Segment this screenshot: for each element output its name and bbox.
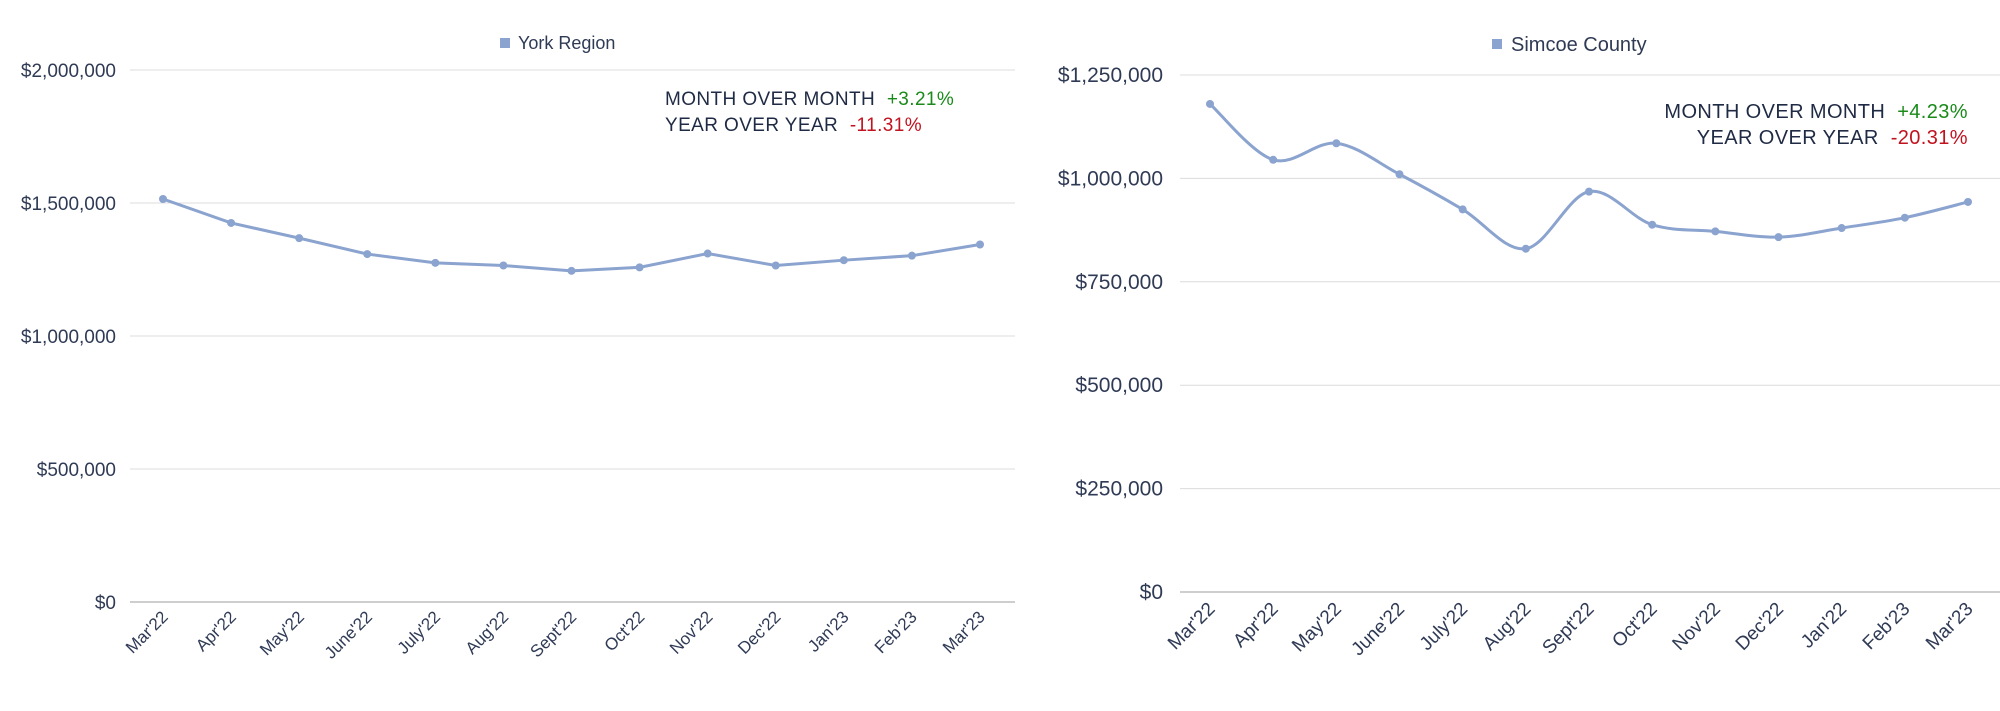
y-axis-tick-labels: $0 $500,000 $1,000,000 $1,500,000 $2,000,000 [21,61,116,614]
x-tick-label: Dec'22 [1732,599,1788,655]
series-simcoe-county [1206,99,1972,253]
year-over-year-annotation: YEAR OVER YEAR -11.31% [665,115,922,136]
mom-label: MONTH OVER MONTH [665,89,875,110]
data-point [499,261,508,270]
x-tick-label: May'22 [256,607,308,659]
data-point [1269,155,1278,164]
x-tick-label: Aug'22 [1479,599,1535,655]
series-line [1208,102,1969,251]
y-tick-label: $1,500,000 [21,194,116,215]
simcoe-county-chart-panel: Simcoe County $0 $250,000 $500,000 $750,000… [1030,0,2000,706]
y-tick-label: $0 [1140,581,1163,604]
y-tick-label: $1,250,000 [1058,64,1163,87]
legend-label: Simcoe County [1511,34,1647,56]
y-tick-label: $500,000 [1075,374,1163,397]
data-point [976,240,984,249]
x-tick-label: Sept'22 [1539,599,1599,659]
mom-value: +4.23% [1897,101,1968,123]
y-tick-label: $1,000,000 [1058,167,1163,190]
mom-value: +3.21% [887,89,954,110]
data-point [1837,224,1846,233]
x-tick-label: Apr'22 [1229,599,1282,652]
data-point [1711,227,1720,236]
data-point [839,256,848,265]
x-tick-label: Oct'22 [1608,599,1661,652]
yoy-label: YEAR OVER YEAR [665,115,838,136]
data-point [635,263,644,272]
x-tick-label: June'22 [1348,599,1409,660]
x-tick-label: Sept'22 [526,607,580,661]
series-line [162,197,981,273]
legend-swatch [1492,39,1502,49]
data-point [1648,220,1657,229]
y-tick-label: $1,000,000 [21,327,116,348]
data-point [1521,244,1530,253]
simcoe-county-chart: Simcoe County $0 $250,000 $500,000 $750,000… [1058,34,2000,660]
x-tick-label: Mar'22 [1164,599,1219,654]
y-tick-label: $500,000 [37,460,116,481]
x-tick-label: Nov'22 [1669,599,1725,655]
x-tick-label: June'22 [321,607,376,662]
data-point [1585,187,1593,196]
york-region-chart: York Region $0 $500,000 $1,000,000 $1,500,0… [21,33,1015,663]
year-over-year-annotation: YEAR OVER YEAR -20.31% [1697,127,1968,149]
data-point [567,266,576,275]
data-point [1964,197,1972,206]
y-tick-label: $750,000 [1075,271,1163,294]
data-point [1332,139,1341,148]
x-tick-label: Nov'22 [666,607,716,657]
york-region-chart-panel: York Region $0 $500,000 $1,000,000 $1,500,0… [21,33,1015,663]
mom-label: MONTH OVER MONTH [1664,101,1885,123]
month-over-month-annotation: MONTH OVER MONTH +3.21% [665,89,954,110]
data-point [1395,170,1404,179]
yoy-value: -20.31% [1891,127,1968,149]
data-point [159,195,167,204]
data-point [1458,205,1467,214]
data-point [1900,213,1909,222]
y-tick-label: $250,000 [1075,478,1163,501]
x-tick-label: Feb'23 [1859,599,1915,655]
gridlines [130,69,1015,603]
x-tick-label: Aug'22 [462,607,512,657]
data-point [1774,233,1783,242]
data-point [1206,99,1214,108]
y-tick-label: $0 [95,593,116,614]
data-point [363,250,372,259]
data-point [771,261,780,270]
yoy-label: YEAR OVER YEAR [1697,127,1879,149]
x-tick-label: Jan'23 [804,607,852,655]
x-axis-tick-labels: Mar'22 Apr'22 May'22 June'22 July'22 Aug'22 Se… [122,607,989,662]
month-over-month-annotation: MONTH OVER MONTH +4.23% [1664,101,1968,123]
x-tick-label: Feb'23 [871,607,921,657]
x-tick-label: Jan'22 [1797,599,1851,653]
data-point [703,249,712,258]
x-tick-label: Mar'22 [122,607,172,657]
x-tick-label: Apr'22 [192,607,240,655]
data-point [295,234,304,243]
x-tick-label: July'22 [394,607,444,657]
data-point [907,251,916,260]
x-tick-label: Oct'22 [601,607,649,655]
x-axis-tick-labels: Mar'22 Apr'22 May'22 June'22 July'22 Aug'22 Se… [1164,599,1977,660]
yoy-value: -11.31% [850,115,922,136]
data-point [227,218,236,227]
gridlines [1180,74,2000,593]
x-tick-label: May'22 [1288,599,1346,657]
x-tick-label: Mar'23 [1922,599,1977,654]
x-tick-label: July'22 [1416,599,1472,655]
series-york-region [159,195,984,275]
x-tick-label: Mar'23 [939,607,989,657]
legend-swatch [500,38,510,48]
x-tick-label: Dec'22 [734,607,784,657]
legend-label: York Region [518,33,615,53]
y-axis-tick-labels: $0 $250,000 $500,000 $750,000 $1,000,000 $1,2… [1058,64,1163,604]
data-point [431,258,440,267]
y-tick-label: $2,000,000 [21,61,116,82]
